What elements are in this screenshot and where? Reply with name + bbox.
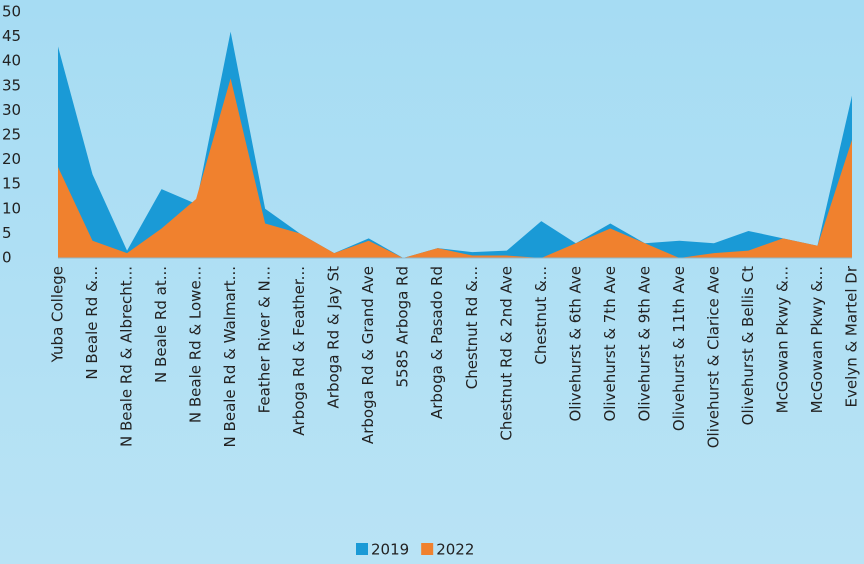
x-tick-label: McGowan Pkwy &... (773, 266, 791, 413)
area (58, 78, 852, 258)
y-tick-label: 5 (2, 224, 12, 242)
legend-label: 2019 (371, 541, 409, 559)
x-tick-label: N Beale Rd &... (83, 266, 101, 380)
x-tick-label: N Beale Rd & Walmart... (221, 266, 239, 447)
x-tick-label: Arboga Rd & Jay St (325, 266, 343, 409)
x-tick-label: Chestnut Rd &... (463, 266, 481, 389)
x-tick-label: Olivehurst & 7th Ave (601, 266, 619, 422)
y-tick-label: 10 (2, 199, 21, 217)
x-tick-label: Evelyn & Martel Dr (843, 265, 861, 407)
legend-label: 2022 (436, 541, 474, 559)
x-tick-label: Chestnut Rd & 2nd Ave (497, 266, 515, 441)
y-tick-label: 50 (2, 3, 21, 21)
x-tick-label: Olivehurst & 9th Ave (635, 266, 653, 422)
y-tick-label: 35 (2, 76, 21, 94)
x-tick-label: N Beale Rd & Albrecht... (118, 266, 136, 447)
x-tick-label: 5585 Arboga Rd (394, 266, 412, 388)
y-tick-label: 20 (2, 150, 21, 168)
x-tick-label: N Beale Rd at... (152, 266, 170, 383)
x-tick-label: McGowan Pkwy &... (808, 266, 826, 413)
legend-swatch (356, 543, 368, 555)
x-tick-label: Olivehurst & 6th Ave (566, 266, 584, 422)
x-tick-label: Olivehurst & Clarice Ave (704, 266, 722, 448)
x-tick-label: N Beale Rd & Lowe... (187, 266, 205, 423)
x-tick-label: Chestnut &... (532, 266, 550, 365)
y-tick-label: 15 (2, 175, 21, 193)
y-tick-label: 45 (2, 27, 21, 45)
x-tick-label: Olivehurst & Bellis Ct (739, 266, 757, 425)
x-tick-label: Arboga Rd & Feather... (290, 266, 308, 436)
y-tick-label: 25 (2, 126, 21, 144)
legend-swatch (421, 543, 434, 555)
x-tick-label: Arboga Rd & Grand Ave (359, 266, 377, 444)
y-tick-label: 0 (2, 249, 12, 267)
y-tick-label: 40 (2, 52, 21, 70)
x-tick-label: Feather River & N... (256, 266, 274, 413)
x-tick-label: Olivehurst & 11th Ave (670, 266, 688, 431)
x-tick-label: Yuba College (49, 266, 67, 363)
x-tick-label: Arboga & Pasado Rd (428, 266, 446, 419)
y-tick-label: 30 (2, 101, 21, 119)
